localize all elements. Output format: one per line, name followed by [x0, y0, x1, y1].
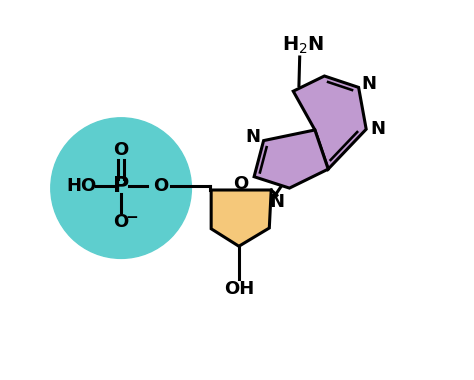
Text: N: N [362, 75, 377, 93]
Text: OH: OH [224, 280, 254, 298]
Circle shape [51, 118, 191, 258]
Text: P: P [113, 176, 129, 196]
Polygon shape [254, 130, 328, 188]
Text: N: N [269, 193, 284, 211]
Text: −: − [125, 210, 138, 225]
Text: HO: HO [66, 177, 96, 195]
Polygon shape [293, 76, 366, 169]
Text: O: O [154, 177, 169, 195]
Text: N: N [370, 120, 385, 138]
Text: O: O [234, 175, 249, 193]
Text: O: O [113, 141, 129, 159]
Text: N: N [246, 128, 260, 146]
Polygon shape [211, 190, 271, 246]
Text: O: O [113, 213, 129, 231]
Text: H$_2$N: H$_2$N [283, 35, 325, 56]
